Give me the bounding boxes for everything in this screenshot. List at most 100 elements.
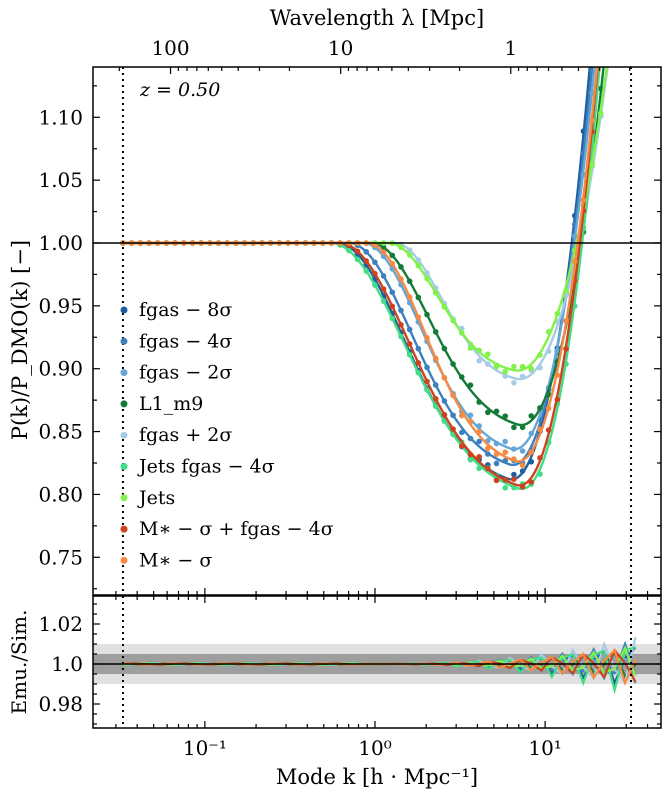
- series-point-m-fgas-4-: [450, 426, 456, 432]
- legend-marker-jets-fgas-4-: [120, 463, 128, 470]
- main-y-tick-label: 1.00: [38, 231, 83, 255]
- series-point-fgas-2-: [415, 257, 422, 263]
- series-point-jets-fgas-4-: [467, 457, 474, 463]
- series-point-jets: [502, 368, 509, 375]
- top-tick-label: 10: [328, 36, 353, 60]
- series-point-l1-m9: [415, 294, 422, 301]
- series-point-l1-m9: [406, 278, 413, 285]
- series-point-fgas-4-: [450, 412, 456, 419]
- series-point-fgas-4-: [458, 429, 465, 436]
- ratio-y-axis-title: Emu./Sim.: [7, 610, 31, 715]
- series-point-m-fgas-4-: [519, 483, 526, 490]
- series-point-fgas-2-: [502, 438, 509, 445]
- series-point-jets: [519, 363, 526, 370]
- series-point-fgas-4-: [441, 398, 448, 404]
- series-point-jets-fgas-4-: [424, 387, 430, 393]
- series-point-m-: [554, 372, 561, 378]
- legend-label-m-fgas-4-: M∗ − σ + fgas − 4σ: [139, 518, 334, 540]
- series-point-fgas-4-: [406, 326, 413, 333]
- series-point-fgas-4-: [398, 307, 404, 314]
- legend-marker-fgas-8-: [120, 306, 128, 314]
- series-point-l1-m9: [441, 345, 448, 352]
- series-point-jets-fgas-4-: [398, 333, 404, 340]
- legend-label-m-: M∗ − σ: [139, 549, 212, 571]
- series-point-fgas-8-: [528, 458, 535, 465]
- series-point-m-: [458, 412, 465, 419]
- series-point-m-: [467, 418, 474, 425]
- series-point-l1-m9: [398, 264, 404, 270]
- series-point-m-: [563, 318, 569, 324]
- legend-marker-m-fgas-4-: [120, 525, 128, 533]
- main-y-tick-label: 0.75: [38, 545, 83, 569]
- series-point-jets: [415, 262, 422, 269]
- series-point-fgas-2-: [476, 358, 482, 364]
- legend-marker-l1-m9: [120, 400, 128, 408]
- ratio-y-tick-labels: 0.98 1.0 1.02: [38, 612, 83, 716]
- series-point-m-: [450, 392, 456, 399]
- series-point-fgas-4-: [363, 249, 370, 255]
- series-point-m-: [441, 374, 448, 381]
- series-point-m-: [528, 449, 535, 455]
- series-point-fgas-2-: [519, 373, 526, 380]
- series-point-fgas-2-: [511, 446, 517, 452]
- series-point-m-: [406, 294, 413, 300]
- series-point-fgas-4-: [476, 438, 482, 445]
- main-y-tick-label: 1.05: [38, 168, 83, 192]
- redshift-annotation: z = 0.50: [139, 79, 220, 101]
- series-point-m-fgas-4-: [354, 248, 361, 255]
- series-point-jets-fgas-4-: [598, 54, 604, 60]
- series-point-fgas-2-: [519, 448, 526, 454]
- top-tick-label: 100: [151, 36, 189, 60]
- series-point-fgas-4-: [493, 460, 500, 467]
- series-point-jets-fgas-4-: [380, 298, 387, 304]
- series-point-jets: [441, 304, 448, 310]
- series-point-fgas-4-: [467, 435, 474, 442]
- series-point-jets: [607, 42, 613, 48]
- main-series-group: [120, 42, 613, 491]
- main-panel-frame: [92, 66, 662, 596]
- x-tick-label: 10⁻¹: [183, 736, 227, 760]
- series-point-l1-m9: [485, 409, 491, 416]
- legend-label-fgas-2-: fgas − 2σ: [139, 362, 232, 384]
- ratio-y-tick-label: 0.98: [38, 692, 83, 716]
- series-point-jets-fgas-4-: [441, 418, 448, 424]
- series-point-l1-m9: [511, 424, 517, 431]
- x-tick-label: 10¹: [528, 736, 561, 760]
- series-point-m-: [432, 355, 439, 362]
- series-point-fgas-4-: [389, 289, 396, 296]
- main-y-tick-label: 0.80: [38, 482, 83, 506]
- main-y-tick-label: 0.95: [38, 294, 83, 318]
- series-point-jets: [398, 244, 404, 251]
- series-point-m-fgas-4-: [432, 395, 439, 402]
- legend-label-fgas-8-: fgas − 8σ: [139, 299, 232, 321]
- top-tick-labels: 100 10 1: [151, 36, 517, 60]
- series-point-m-: [485, 445, 491, 452]
- series-point-m-: [537, 426, 543, 433]
- axis-ticks: [93, 67, 661, 728]
- series-point-jets: [432, 289, 439, 296]
- series-point-fgas-4-: [485, 451, 491, 457]
- series-point-m-fgas-4-: [537, 455, 543, 461]
- legend-label-fgas-4-: fgas − 4σ: [139, 330, 232, 352]
- top-axis-title: Wavelength λ [Mpc]: [270, 6, 484, 30]
- series-point-m-fgas-4-: [467, 451, 474, 458]
- series-point-jets-fgas-4-: [354, 256, 361, 263]
- series-point-jets: [563, 288, 569, 294]
- series-point-l1-m9: [519, 424, 526, 431]
- series-point-fgas-2-: [511, 379, 517, 386]
- series-point-m-: [493, 451, 500, 457]
- series-point-l1-m9: [467, 382, 474, 388]
- series-point-jets-fgas-4-: [415, 370, 422, 376]
- series-point-jets: [528, 365, 535, 372]
- series-point-m-fgas-4-: [363, 258, 370, 264]
- series-point-fgas-2-: [502, 373, 509, 380]
- series-point-jets: [406, 252, 413, 258]
- series-point-jets: [493, 363, 500, 370]
- series-point-jets: [467, 345, 474, 351]
- series-point-jets: [589, 162, 595, 168]
- series-point-fgas-2-: [545, 348, 552, 355]
- x-tick-labels: 10⁻¹ 10⁰ 10¹: [183, 736, 562, 760]
- series-point-l1-m9: [450, 361, 456, 367]
- series-point-fgas-4-: [380, 273, 387, 279]
- series-point-jets: [511, 363, 517, 370]
